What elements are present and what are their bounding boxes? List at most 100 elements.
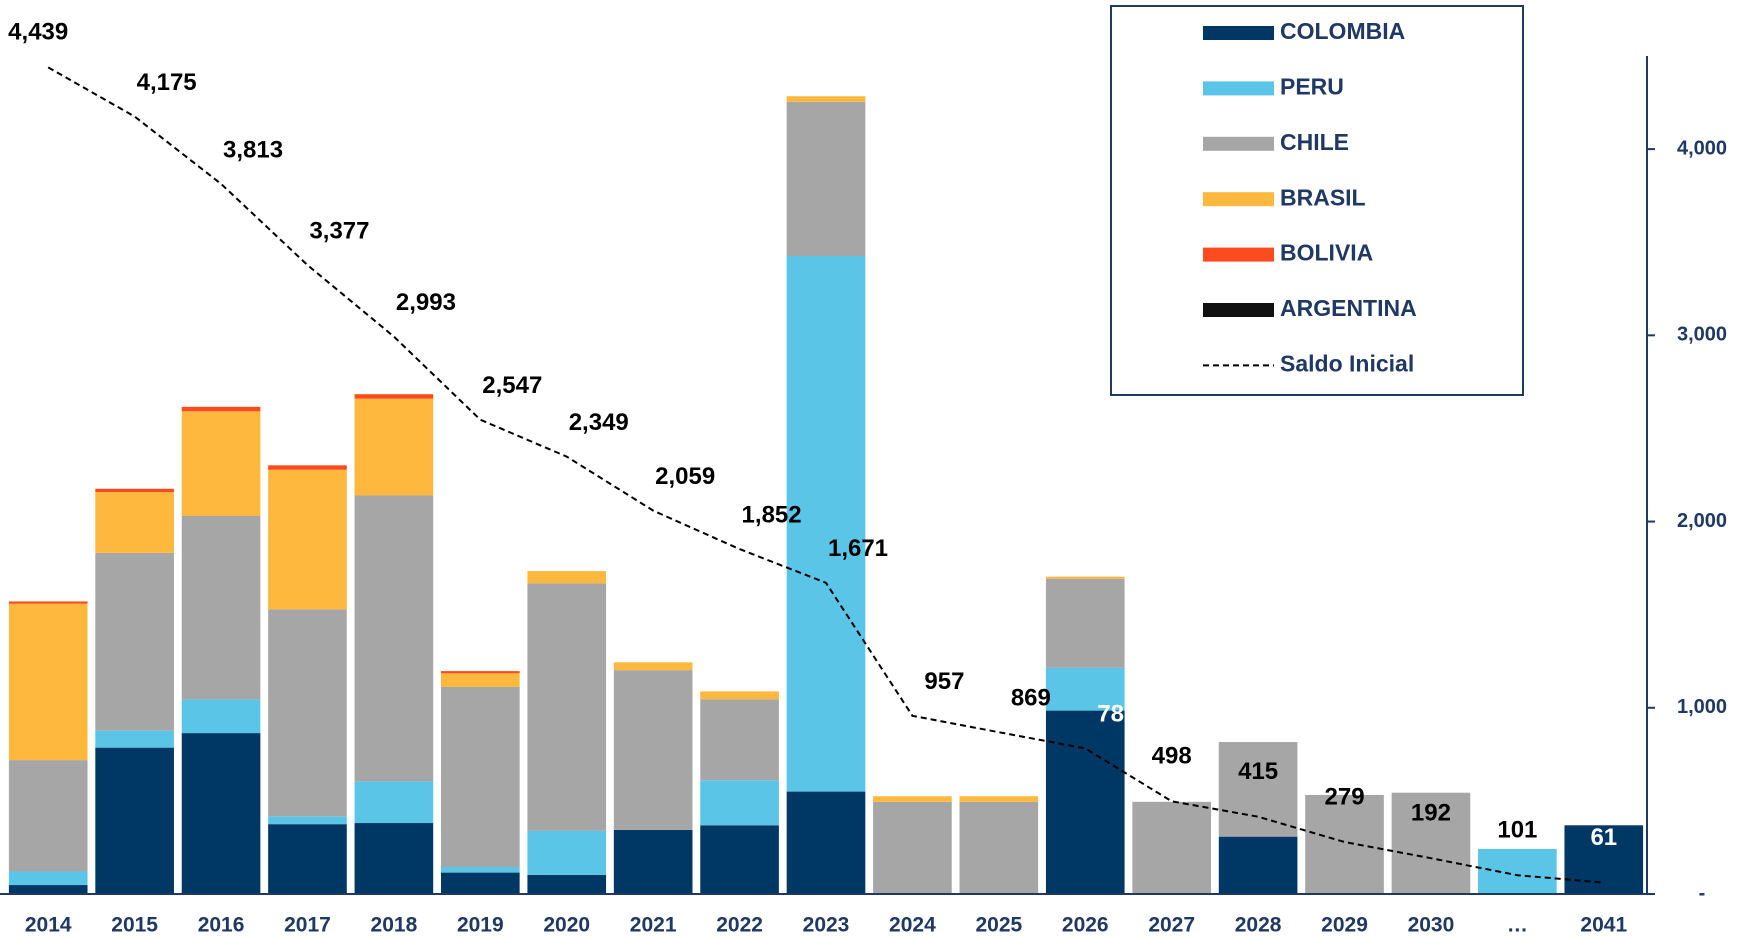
- x-tick-label: 2017: [284, 914, 331, 937]
- y-tick-label: 1,000: [1677, 696, 1727, 718]
- bar-segment: [1391, 792, 1471, 894]
- bar-segment: [700, 825, 779, 894]
- x-tick-label: 2025: [975, 914, 1022, 937]
- data-label: 415: [1238, 758, 1278, 785]
- data-label: 101: [1497, 817, 1537, 844]
- legend-swatch: [1203, 192, 1274, 207]
- bar-segment: [8, 871, 88, 886]
- bar-segment: [440, 671, 520, 674]
- bar-segment: [268, 465, 347, 470]
- bar-segment: [873, 796, 952, 802]
- legend-label: Saldo Inicial: [1280, 350, 1414, 376]
- legend-label: ARGENTINA: [1280, 295, 1417, 321]
- bar-segment: [440, 673, 520, 687]
- x-tick-label: 2024: [889, 914, 936, 937]
- bar-segment: [268, 816, 347, 825]
- data-label: 869: [1011, 685, 1051, 712]
- bar-segment: [700, 691, 779, 700]
- x-tick-label: 2014: [25, 914, 72, 937]
- x-tick-label: 2027: [1148, 914, 1195, 937]
- bar-segment: [873, 801, 952, 894]
- data-label: 1,852: [742, 501, 802, 528]
- bar-segment: [613, 662, 693, 671]
- x-tick-label: 2026: [1062, 914, 1109, 937]
- bar-segment: [354, 781, 434, 824]
- bar-segment: [959, 796, 1039, 802]
- data-label: 279: [1325, 783, 1365, 810]
- data-label: 3,377: [309, 217, 369, 244]
- bar-segment: [354, 495, 434, 782]
- line: [47, 66, 1604, 884]
- bar-segment: [1305, 794, 1384, 894]
- bar-segment: [527, 874, 607, 894]
- x-tick-label: 2018: [371, 914, 418, 937]
- data-label: 2,993: [396, 289, 456, 316]
- bar-segment: [1218, 742, 1298, 837]
- bar-segment: [354, 398, 434, 496]
- bar-segment: [1045, 578, 1125, 668]
- bar-segment: [8, 601, 88, 604]
- x-tick-label: …: [1507, 914, 1528, 937]
- data-label: 61: [1590, 824, 1617, 851]
- bar-segment: [613, 829, 693, 894]
- bar-segment: [181, 515, 261, 700]
- bar-segment: [786, 791, 866, 894]
- data-label: 2,059: [655, 463, 715, 490]
- bar-segment: [700, 780, 779, 826]
- bar-segment: [354, 394, 434, 399]
- x-tick-label: 2030: [1408, 914, 1455, 937]
- legend: COLOMBIA PERU CHILE BRASIL BOLIVIA ARGENTINA S…: [1110, 5, 1524, 396]
- bar-segment: [1478, 848, 1557, 894]
- bar-segment: [95, 552, 174, 731]
- bar-segment: [181, 406, 261, 412]
- bar-segment: [786, 256, 866, 792]
- x-tick-label: 2028: [1235, 914, 1282, 937]
- bar-segment: [440, 872, 520, 894]
- y-tick-label: 3,000: [1677, 324, 1727, 346]
- x-tick-label: 2041: [1580, 914, 1627, 937]
- x-tick-label: 2022: [716, 914, 763, 937]
- data-label: 192: [1411, 800, 1451, 827]
- bar-segment: [700, 699, 779, 781]
- bar-segment: [1045, 576, 1125, 579]
- bar-segment: [1218, 836, 1298, 894]
- y-tick-label: -: [1699, 882, 1706, 904]
- bar-segment: [786, 101, 866, 257]
- data-label: 3,813: [223, 136, 283, 163]
- bar-segment: [527, 583, 607, 831]
- x-tick-label: 2029: [1321, 914, 1368, 937]
- legend-swatch: [1203, 247, 1274, 262]
- bar-segment: [268, 609, 347, 817]
- bar-segment: [354, 823, 434, 894]
- data-label: 1,671: [828, 535, 888, 562]
- legend-label: COLOMBIA: [1280, 18, 1405, 44]
- x-tick-label: 2019: [457, 914, 504, 937]
- bar-segment: [959, 801, 1039, 894]
- bar-segment: [8, 885, 88, 894]
- bar-segment: [268, 824, 347, 894]
- legend-box: [1110, 5, 1524, 396]
- data-label: 498: [1152, 743, 1192, 770]
- bar-segment: [1045, 667, 1125, 711]
- bar-segment: [1045, 710, 1125, 894]
- bar-segment: [95, 488, 174, 493]
- legend-swatch: [1203, 26, 1274, 40]
- bar-segment: [440, 866, 520, 873]
- bar-segment: [181, 733, 261, 894]
- x-tick-label: 2016: [198, 914, 245, 937]
- y-tick-label: 4,000: [1677, 137, 1727, 159]
- bar-segment: [181, 411, 261, 516]
- legend-label: PERU: [1280, 73, 1344, 99]
- data-label: 782: [1097, 701, 1137, 728]
- bar-segment: [8, 603, 88, 761]
- bar-segment: [786, 96, 866, 102]
- legend-swatch: [1203, 136, 1274, 151]
- bar-segment: [8, 760, 88, 872]
- bar-segment: [527, 830, 607, 875]
- bar-segment: [1132, 801, 1212, 894]
- x-tick-label: 2015: [111, 914, 158, 937]
- data-label: 4,439: [8, 19, 68, 46]
- x-tick-label: 2021: [630, 914, 677, 937]
- data-label: 957: [924, 668, 964, 695]
